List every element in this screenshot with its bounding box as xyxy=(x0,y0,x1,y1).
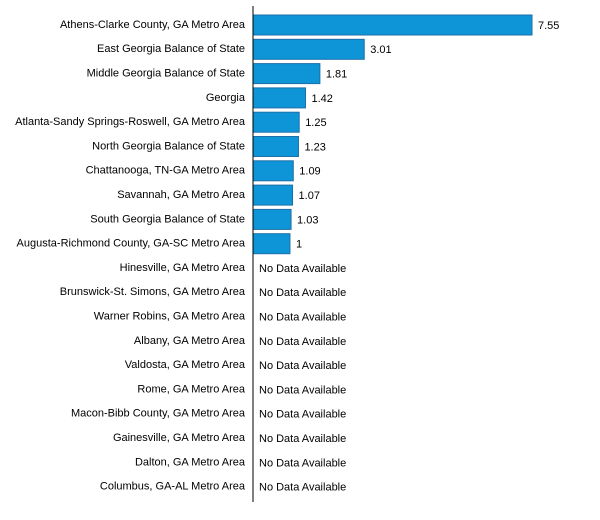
bar xyxy=(252,111,300,133)
value-label: 1.42 xyxy=(311,93,332,105)
value-label: 1 xyxy=(296,239,302,251)
category-label: Warner Robins, GA Metro Area xyxy=(94,311,246,323)
bar xyxy=(252,233,291,255)
category-label: Chattanooga, TN-GA Metro Area xyxy=(86,165,246,177)
category-label: Middle Georgia Balance of State xyxy=(87,68,245,80)
category-label: Atlanta-Sandy Springs-Roswell, GA Metro … xyxy=(15,116,246,128)
no-data-label: No Data Available xyxy=(259,336,346,348)
category-label: Gainesville, GA Metro Area xyxy=(113,432,246,444)
category-label: South Georgia Balance of State xyxy=(90,213,245,225)
category-label: Hinesville, GA Metro Area xyxy=(120,262,246,274)
category-label: Dalton, GA Metro Area xyxy=(135,456,246,468)
no-data-label: No Data Available xyxy=(259,360,346,372)
category-label: Augusta-Richmond County, GA-SC Metro Are… xyxy=(17,238,246,250)
bar xyxy=(252,63,321,85)
value-label: 1.25 xyxy=(305,117,326,129)
category-label: Rome, GA Metro Area xyxy=(137,383,245,395)
bar xyxy=(252,184,294,206)
category-label: Athens-Clarke County, GA Metro Area xyxy=(60,19,246,31)
value-label: 1.81 xyxy=(326,69,347,81)
bar xyxy=(252,14,533,36)
labels-layer: Athens-Clarke County, GA Metro Area 7.55 E… xyxy=(15,19,559,494)
category-label: Georgia xyxy=(206,92,246,104)
bars-layer xyxy=(252,14,533,255)
category-label: Savannah, GA Metro Area xyxy=(117,189,246,201)
category-label: North Georgia Balance of State xyxy=(92,140,245,152)
no-data-label: No Data Available xyxy=(259,312,346,324)
bar xyxy=(252,87,306,109)
value-label: 1.23 xyxy=(304,141,325,153)
category-label: East Georgia Balance of State xyxy=(97,43,245,55)
value-label: 1.07 xyxy=(299,190,320,202)
no-data-label: No Data Available xyxy=(259,433,346,445)
value-label: 3.01 xyxy=(370,44,391,56)
category-label: Columbus, GA-AL Metro Area xyxy=(100,481,246,493)
no-data-label: No Data Available xyxy=(259,263,346,275)
value-label: 1.09 xyxy=(299,166,320,178)
bar xyxy=(252,136,299,157)
bar xyxy=(252,38,365,60)
no-data-label: No Data Available xyxy=(259,287,346,299)
bar xyxy=(252,208,292,230)
no-data-label: No Data Available xyxy=(259,457,346,469)
category-label: Brunswick-St. Simons, GA Metro Area xyxy=(60,286,246,298)
value-label: 7.55 xyxy=(538,20,559,32)
no-data-label: No Data Available xyxy=(259,384,346,396)
bar xyxy=(252,160,294,182)
category-label: Albany, GA Metro Area xyxy=(134,335,246,347)
no-data-label: No Data Available xyxy=(259,409,346,421)
no-data-label: No Data Available xyxy=(259,482,346,494)
category-label: Macon-Bibb County, GA Metro Area xyxy=(71,408,246,420)
category-label: Valdosta, GA Metro Area xyxy=(125,359,246,371)
value-label: 1.03 xyxy=(297,214,318,226)
